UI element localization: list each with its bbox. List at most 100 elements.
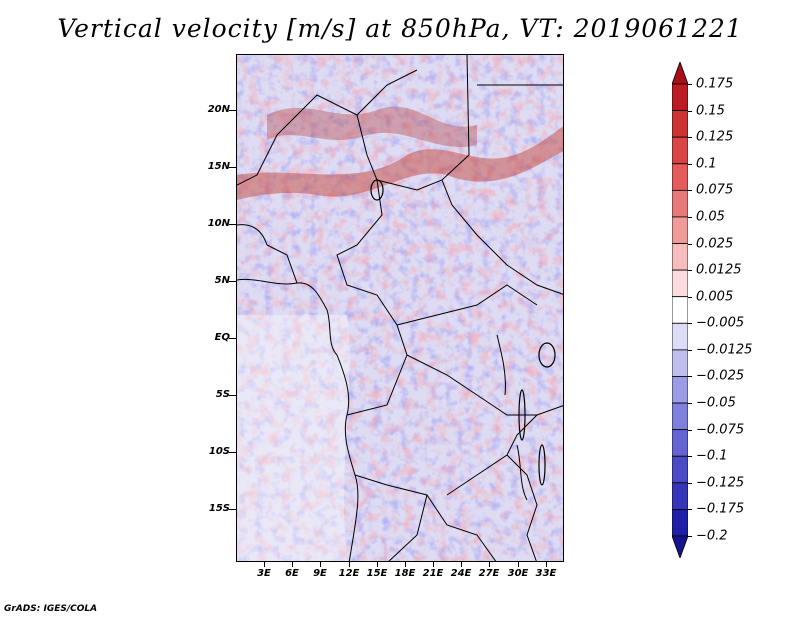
velocity-field: [237, 55, 563, 561]
lat-label-10n: 10N: [207, 218, 230, 229]
lon-tick-12e: [349, 562, 350, 567]
colorbar-tick: [688, 403, 692, 405]
colorbar-segment: [672, 136, 688, 165]
colorbar-segment: [672, 83, 688, 111]
lon-label-3e: 3E: [257, 568, 271, 579]
colorbar-label: 0.15: [696, 103, 725, 119]
colorbar-label: −0.0125: [696, 342, 753, 358]
lon-tick-9e: [320, 562, 321, 567]
lon-label-33e: 33E: [535, 568, 557, 579]
colorbar-label: −0.175: [696, 501, 745, 517]
colorbar-segment: [672, 509, 688, 537]
lon-tick-21e: [433, 562, 434, 567]
lon-label-30e: 30E: [507, 568, 529, 579]
field-red-noise: [237, 55, 563, 561]
colorbar-segment: [672, 429, 688, 457]
colorbar-segment: [672, 322, 688, 351]
colorbar-tick: [688, 376, 692, 378]
lon-label-18e: 18E: [394, 568, 416, 579]
lon-tick-24e: [461, 562, 462, 567]
sahel-updraft-band: [237, 126, 563, 200]
colorbar-tick: [688, 243, 692, 245]
colorbar-tick: [688, 509, 692, 511]
colorbar-tick: [688, 110, 692, 112]
colorbar-label: 0.125: [696, 129, 734, 145]
colorbar-tick: [688, 137, 692, 139]
map-title: Vertical velocity [m/s] at 850hPa, VT: 2…: [57, 14, 743, 43]
lat-tick-10n: [229, 224, 236, 225]
colorbar-label: 0.1: [696, 156, 717, 172]
colorbar-segment: [672, 376, 688, 404]
colorbar-label: 0.025: [696, 236, 734, 252]
lon-label-9e: 9E: [313, 568, 327, 579]
lat-tick-eq: [229, 338, 236, 339]
lon-tick-30e: [518, 562, 519, 567]
colorbar-tick: [688, 163, 692, 165]
velocity-map: [236, 54, 564, 562]
colorbar-segment: [672, 296, 688, 324]
colorbar-tick: [688, 456, 692, 458]
lat-tick-5n: [229, 281, 236, 282]
colorbar-label: −0.125: [696, 475, 745, 491]
colorbar-tick: [688, 323, 692, 325]
colorbar-label: 0.075: [696, 182, 734, 198]
colorbar-segment: [672, 349, 688, 377]
colorbar-tick: [688, 429, 692, 431]
colorbar-tick: [688, 536, 692, 537]
southwest-weak-region: [237, 315, 350, 561]
lat-label-10s: 10S: [208, 446, 230, 457]
colorbar-segments: [672, 62, 688, 558]
lon-label-27e: 27E: [478, 568, 500, 579]
colorbar-label: −0.05: [696, 395, 736, 411]
lat-label-20n: 20N: [207, 104, 230, 115]
colorbar-label: −0.2: [696, 528, 728, 544]
colorbar-tick: [688, 482, 692, 484]
colorbar-label: −0.1: [696, 448, 728, 464]
lon-tick-27e: [489, 562, 490, 567]
lon-label-12e: 12E: [338, 568, 360, 579]
colorbar-label: −0.005: [696, 315, 745, 331]
lon-tick-3e: [264, 562, 265, 567]
footer-credit: GrADS: IGES/COLA: [4, 604, 98, 614]
lon-tick-6e: [292, 562, 293, 567]
lat-label-5n: 5N: [214, 275, 230, 286]
colorbar: [672, 62, 688, 558]
colorbar-tick: [688, 349, 692, 351]
colorbar-label: −0.075: [696, 422, 745, 438]
lat-label-15n: 15N: [207, 161, 230, 172]
colorbar-tick: [688, 216, 692, 218]
colorbar-segment: [672, 269, 688, 298]
lat-tick-10s: [229, 452, 236, 453]
colorbar-label: 0.05: [696, 209, 725, 225]
colorbar-segment: [672, 455, 688, 484]
lakes: [370, 179, 556, 486]
country-borders: [237, 55, 563, 561]
colorbar-tick: [688, 190, 692, 192]
colorbar-tick: [688, 270, 692, 272]
colorbar-label: 0.175: [696, 76, 734, 92]
lat-label-15s: 15S: [208, 503, 230, 514]
colorbar-segment: [672, 189, 688, 218]
colorbar-tick: [688, 84, 692, 85]
lat-tick-5s: [229, 395, 236, 396]
lat-label-5s: 5S: [215, 389, 230, 400]
colorbar-segment: [672, 402, 688, 431]
lon-label-15e: 15E: [366, 568, 388, 579]
colorbar-segment: [672, 482, 688, 510]
colorbar-bottom-arrow: [672, 535, 688, 558]
colorbar-top-arrow: [672, 62, 688, 85]
lat-tick-15s: [229, 509, 236, 510]
colorbar-tick: [688, 296, 692, 298]
lon-label-6e: 6E: [285, 568, 299, 579]
lon-tick-18e: [405, 562, 406, 567]
colorbar-segment: [672, 163, 688, 191]
colorbar-segment: [672, 243, 688, 271]
colorbar-label: 0.005: [696, 289, 734, 305]
lon-label-24e: 24E: [450, 568, 472, 579]
lat-tick-15n: [229, 167, 236, 168]
lat-label-eq: EQ: [214, 332, 230, 343]
lat-tick-20n: [229, 110, 236, 111]
lon-label-21e: 21E: [422, 568, 444, 579]
colorbar-segment: [672, 216, 688, 244]
northern-updraft-band: [267, 106, 477, 148]
